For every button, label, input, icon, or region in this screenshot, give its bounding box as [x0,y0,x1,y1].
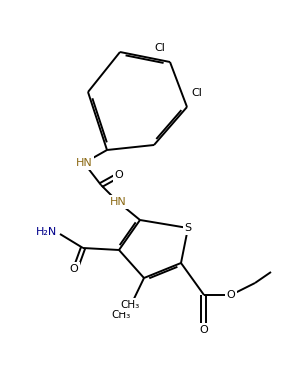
Text: O: O [200,325,208,335]
Text: S: S [184,223,192,233]
Text: O: O [115,170,123,180]
Text: Cl: Cl [192,88,202,98]
Text: H₂N: H₂N [35,227,57,237]
Text: CH₃: CH₃ [111,310,131,320]
Text: HN: HN [76,158,92,168]
Text: Cl: Cl [154,43,165,53]
Text: HN: HN [110,197,126,207]
Text: CH₃: CH₃ [120,300,140,310]
Text: O: O [70,264,78,274]
Text: O: O [227,290,235,300]
